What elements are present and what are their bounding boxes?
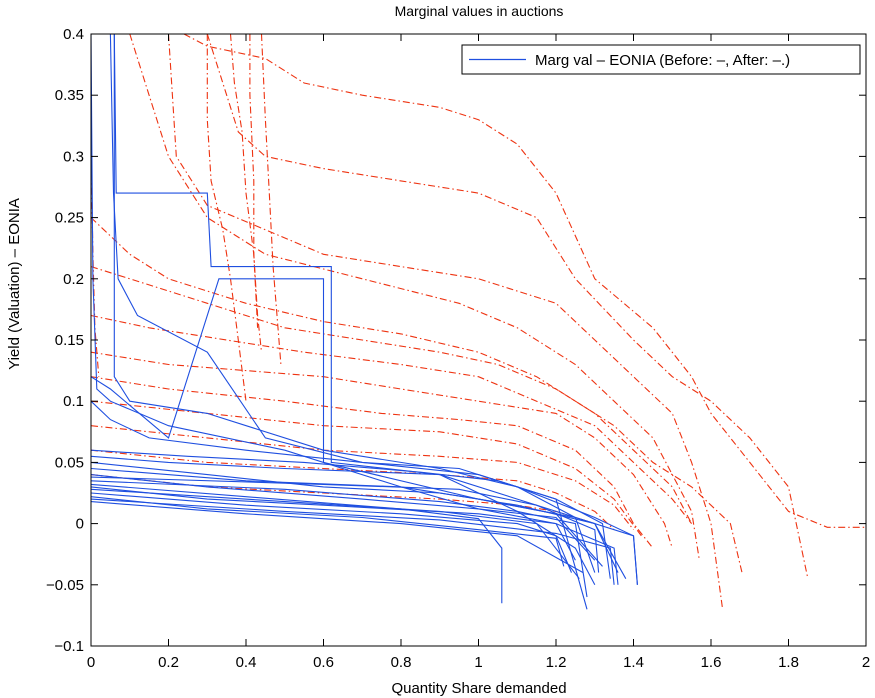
axes-layer: 0 0.2 0.4 0.6 0.8 1 1.2 1.4 1.6 1.8 2 −0.1 −0.05 0 0.0…: [46, 26, 870, 671]
y-tick-label: 0.3: [63, 148, 84, 165]
legend-box: [461, 44, 861, 75]
x-tick-label: 1.6: [701, 654, 722, 671]
before-curve-16: [91, 501, 584, 574]
before-curve-11: [91, 486, 619, 585]
before-curve-0: [91, 34, 576, 561]
legend-entry-label: Marg val – EONIA (Before: –, After: –.): [535, 52, 790, 69]
before-curve-7: [91, 467, 603, 567]
after-curve-22: [167, 34, 724, 610]
x-tick-label: 1.2: [546, 654, 567, 671]
x-tick-label: 0.4: [236, 654, 257, 671]
y-tick-label: 0.05: [55, 454, 84, 471]
y-tick-label: 0.1: [63, 393, 84, 410]
before-curve-13: [91, 492, 573, 573]
after-curve-35: [260, 34, 282, 365]
x-tick-label: 2: [862, 654, 870, 671]
before-curve-9: [91, 480, 588, 598]
x-tick-label: 0.6: [313, 654, 334, 671]
after-curve-20: [183, 34, 866, 528]
x-axis-title: Quantity Share demanded: [391, 680, 566, 697]
after-curve-27: [91, 351, 673, 549]
before-curve-2: [113, 34, 596, 586]
after-curve-30: [91, 425, 634, 531]
after-curve-21: [206, 34, 809, 579]
legend: Marg val – EONIA (Before: –, After: –.): [461, 44, 861, 75]
y-tick-label: −0.1: [54, 638, 84, 655]
chart-title: Marginal values in auctions: [395, 3, 564, 19]
after-curve-29: [91, 400, 642, 537]
after-curve-25: [91, 266, 693, 524]
before-curve-12: [91, 488, 580, 580]
curves-layer: [91, 34, 866, 610]
x-tick-label: 1.8: [778, 654, 799, 671]
y-tick-label: 0.2: [63, 271, 84, 288]
before-curve-10: [91, 483, 503, 604]
y-tick-label: −0.05: [46, 577, 84, 594]
after-curve-37: [91, 144, 100, 377]
before-curve-14: [91, 496, 565, 567]
after-curve-24: [91, 217, 743, 573]
after-curve-34: [249, 34, 263, 353]
y-tick-label: 0: [76, 516, 84, 533]
before-curve-18: [91, 449, 611, 579]
after-curve-31: [91, 449, 615, 531]
y-tick-label: 0.25: [55, 210, 84, 227]
before-curve-17: [91, 400, 638, 585]
x-tick-label: 1: [474, 654, 482, 671]
x-tick-label: 0.2: [158, 654, 179, 671]
y-axis-title: Yield (Valuation) – EONIA: [6, 198, 23, 370]
x-tick-label: 1.4: [623, 654, 644, 671]
before-curve-15: [91, 498, 615, 585]
after-curve-23: [129, 34, 700, 561]
after-curve-33: [206, 34, 247, 402]
y-tick-label: 0.4: [63, 26, 84, 43]
x-tick-label: 0: [87, 654, 95, 671]
before-curve-19: [91, 476, 600, 573]
y-tick-label: 0.35: [55, 87, 84, 104]
after-curve-28: [91, 376, 654, 549]
before-curve-4: [91, 278, 638, 585]
x-tick-label: 0.8: [391, 654, 412, 671]
y-tick-label: 0.15: [55, 332, 84, 349]
